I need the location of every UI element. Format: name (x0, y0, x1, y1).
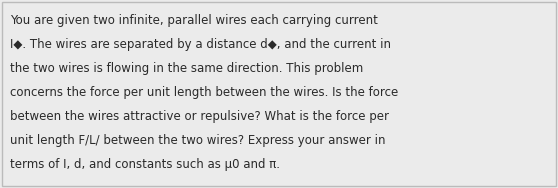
Text: I◆. The wires are separated by a distance d◆, and the current in: I◆. The wires are separated by a distanc… (10, 38, 391, 51)
Text: unit length F/L/ between the two wires? Express your answer in: unit length F/L/ between the two wires? … (10, 134, 386, 147)
Text: concerns the force per unit length between the wires. Is the force: concerns the force per unit length betwe… (10, 86, 398, 99)
Text: You are given two infinite, parallel wires each carrying current: You are given two infinite, parallel wir… (10, 14, 378, 27)
Text: terms of I, d, and constants such as μ0 and π.: terms of I, d, and constants such as μ0 … (10, 158, 280, 171)
Text: the two wires is flowing in the same direction. This problem: the two wires is flowing in the same dir… (10, 62, 363, 75)
Text: between the wires attractive or repulsive? What is the force per: between the wires attractive or repulsiv… (10, 110, 389, 123)
FancyBboxPatch shape (2, 2, 556, 186)
